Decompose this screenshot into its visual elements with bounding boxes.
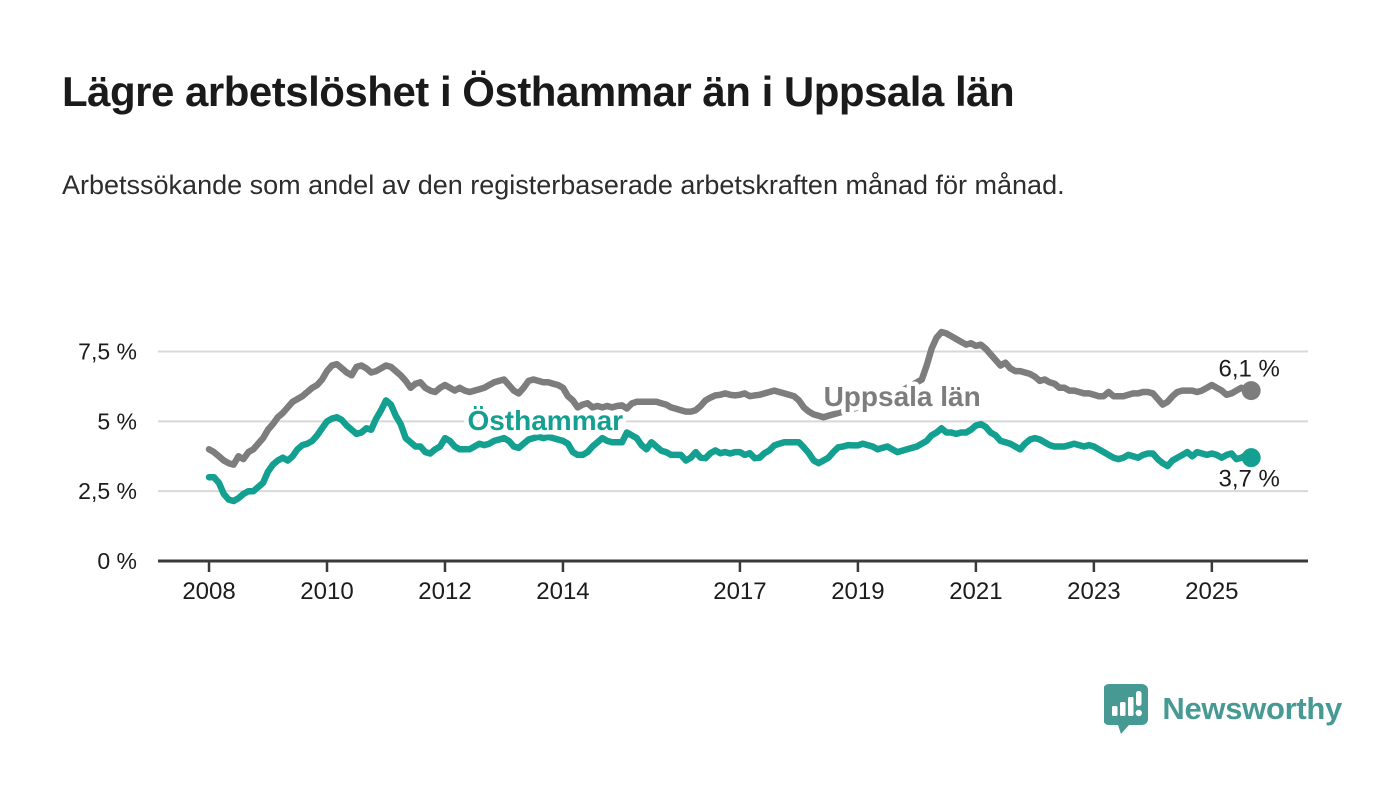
x-tick-label: 2023 (1067, 578, 1120, 605)
page-title: Lägre arbetslöshet i Östhammar än i Upps… (62, 68, 1015, 115)
y-tick-label: 2,5 % (78, 478, 137, 504)
x-tick-label: 2021 (949, 578, 1002, 605)
series-end-label-Uppsala län: 6,1 % (1218, 356, 1279, 383)
x-tick-label: 2014 (536, 578, 589, 605)
series-label-Uppsala län: Uppsala län (824, 381, 981, 412)
series-line-Uppsala län (205, 328, 1255, 468)
series-end-label-Östhammar: 3,7 % (1218, 466, 1279, 493)
series-end-dot-Uppsala län (1241, 381, 1261, 401)
series-label-Östhammar: Östhammar (467, 405, 623, 436)
x-tick-label: 2019 (831, 578, 884, 605)
branding-footer: Newsworthy (1104, 684, 1342, 734)
y-tick-label: 0 % (97, 548, 137, 574)
brand-wordmark: Newsworthy (1162, 691, 1342, 726)
chart-subtitle: Arbetssökande som andel av den registerb… (62, 170, 1065, 200)
x-tick-label: 2010 (300, 578, 353, 605)
y-tick-label: 7,5 % (78, 339, 137, 365)
x-tick-label: 2025 (1185, 578, 1238, 605)
x-tick-label: 2008 (182, 578, 235, 605)
y-tick-label: 5 % (97, 408, 137, 434)
series-end-dot-Östhammar (1241, 448, 1261, 468)
x-tick-label: 2017 (713, 578, 766, 605)
x-tick-label: 2012 (418, 578, 471, 605)
series-line-Östhammar (205, 397, 1255, 505)
newsworthy-logo-icon (1104, 684, 1149, 734)
